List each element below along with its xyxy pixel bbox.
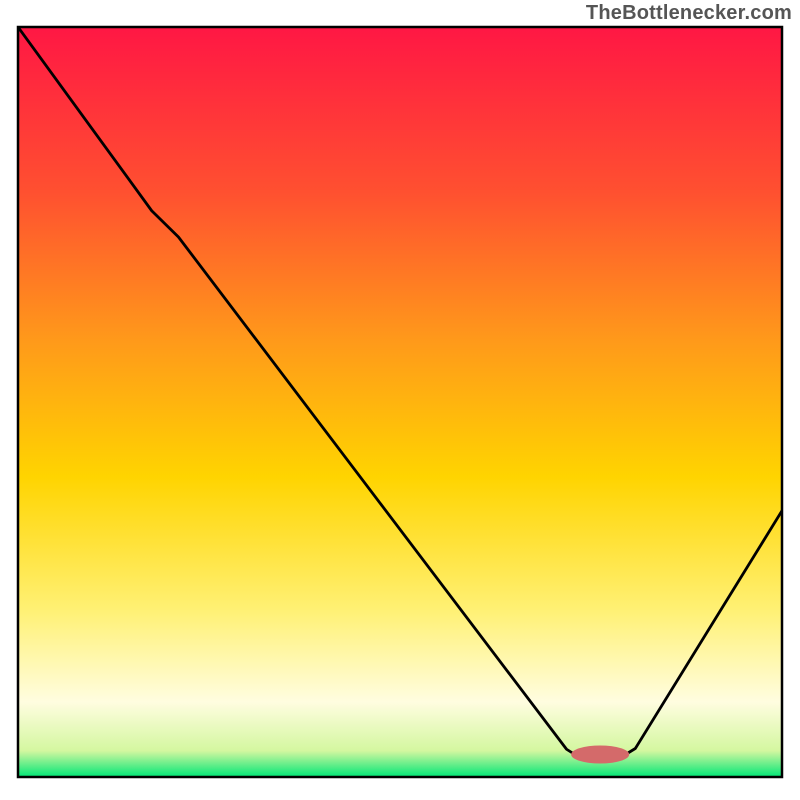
plot-background: [18, 27, 782, 777]
watermark-text: TheBottlenecker.com: [586, 2, 792, 25]
optimum-marker: [571, 746, 629, 764]
chart-svg: [0, 0, 800, 800]
chart-container: TheBottlenecker.com: [0, 0, 800, 800]
